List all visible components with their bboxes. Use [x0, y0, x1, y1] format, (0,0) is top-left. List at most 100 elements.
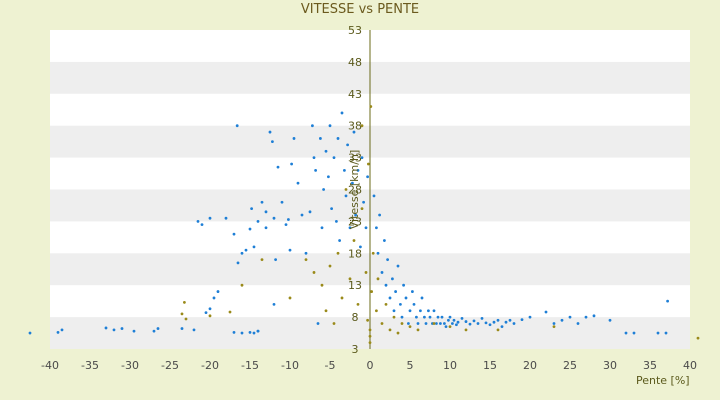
- data-point: [216, 290, 220, 293]
- data-point: [344, 188, 348, 191]
- data-point: [327, 175, 330, 179]
- data-point: [544, 310, 548, 314]
- data-point: [666, 299, 669, 303]
- data-point: [419, 309, 422, 313]
- x-axis-label: Pente [%]: [636, 374, 690, 387]
- data-point: [240, 283, 244, 287]
- data-point: [416, 322, 420, 325]
- data-point: [328, 124, 332, 128]
- data-point: [468, 322, 472, 326]
- data-point: [319, 137, 322, 140]
- data-point: [240, 251, 244, 255]
- data-point: [362, 200, 365, 204]
- data-point: [340, 111, 344, 115]
- data-point: [324, 149, 328, 153]
- x-tick-label: -25: [161, 359, 179, 372]
- data-point: [376, 277, 380, 281]
- data-point: [560, 318, 564, 322]
- data-point: [399, 302, 402, 306]
- data-point: [372, 194, 376, 198]
- data-point: [332, 322, 336, 325]
- data-point: [272, 216, 276, 220]
- data-point: [180, 327, 184, 330]
- data-point: [496, 328, 500, 332]
- data-point: [232, 331, 236, 334]
- data-point: [290, 162, 293, 166]
- data-point: [359, 245, 362, 249]
- data-point: [336, 251, 340, 255]
- data-point: [304, 251, 308, 255]
- data-point: [504, 320, 508, 324]
- data-point: [696, 336, 700, 340]
- data-point: [338, 239, 341, 242]
- data-point: [407, 322, 410, 325]
- data-point: [356, 302, 360, 306]
- data-point: [284, 223, 288, 226]
- data-point: [448, 325, 452, 329]
- data-point: [308, 210, 312, 214]
- x-tick-label: -5: [325, 359, 336, 372]
- data-point: [402, 283, 405, 287]
- data-point: [330, 207, 333, 211]
- data-point: [375, 309, 378, 313]
- data-point: [576, 322, 580, 325]
- data-point: [311, 124, 314, 128]
- data-point: [300, 213, 304, 217]
- data-point: [348, 226, 352, 230]
- data-point: [528, 315, 532, 319]
- x-tick-label: 40: [683, 359, 697, 372]
- data-point: [351, 181, 354, 185]
- data-point: [392, 309, 396, 313]
- data-point: [256, 329, 260, 333]
- data-point: [340, 296, 344, 300]
- data-point: [346, 143, 349, 147]
- data-point: [370, 290, 373, 293]
- data-point: [364, 271, 368, 274]
- data-point: [444, 325, 448, 329]
- data-point: [456, 320, 460, 324]
- data-point: [608, 318, 612, 322]
- y-tick-label: 13: [348, 279, 362, 292]
- data-point: [274, 258, 277, 262]
- data-point: [260, 200, 264, 204]
- data-point: [484, 321, 488, 325]
- data-point: [383, 239, 386, 242]
- y-tick-label: 53: [348, 24, 362, 37]
- data-point: [424, 322, 428, 325]
- x-tick-label: -15: [241, 359, 259, 372]
- data-point: [366, 175, 369, 179]
- data-point: [288, 296, 292, 300]
- data-point: [271, 140, 274, 144]
- y-tick-label: 18: [348, 247, 362, 260]
- data-point: [455, 323, 458, 327]
- data-point: [208, 307, 212, 311]
- y-axis-label: Vitesse [km/h]: [348, 150, 361, 230]
- data-point: [192, 328, 196, 332]
- data-point: [328, 264, 332, 268]
- data-point: [112, 328, 116, 332]
- data-point: [180, 312, 184, 316]
- data-point: [322, 188, 325, 191]
- data-point: [228, 310, 232, 314]
- data-point: [376, 251, 380, 255]
- chart-title: VITESSE vs PENTE: [300, 2, 420, 17]
- data-point: [336, 137, 340, 140]
- data-point: [656, 331, 660, 335]
- data-point: [440, 315, 444, 319]
- data-point: [324, 309, 328, 313]
- data-point: [224, 216, 228, 220]
- data-point: [314, 168, 317, 172]
- plot-area: [50, 30, 690, 349]
- data-point: [439, 322, 442, 325]
- data-point: [212, 296, 216, 300]
- data-point: [460, 316, 464, 320]
- data-point: [352, 130, 356, 134]
- data-point: [366, 318, 369, 322]
- data-point: [240, 331, 244, 335]
- data-point: [392, 315, 396, 319]
- data-point: [420, 296, 424, 300]
- data-point: [416, 328, 420, 332]
- y-tick-label: 33: [348, 152, 362, 165]
- data-point: [488, 323, 492, 327]
- data-point: [428, 315, 432, 319]
